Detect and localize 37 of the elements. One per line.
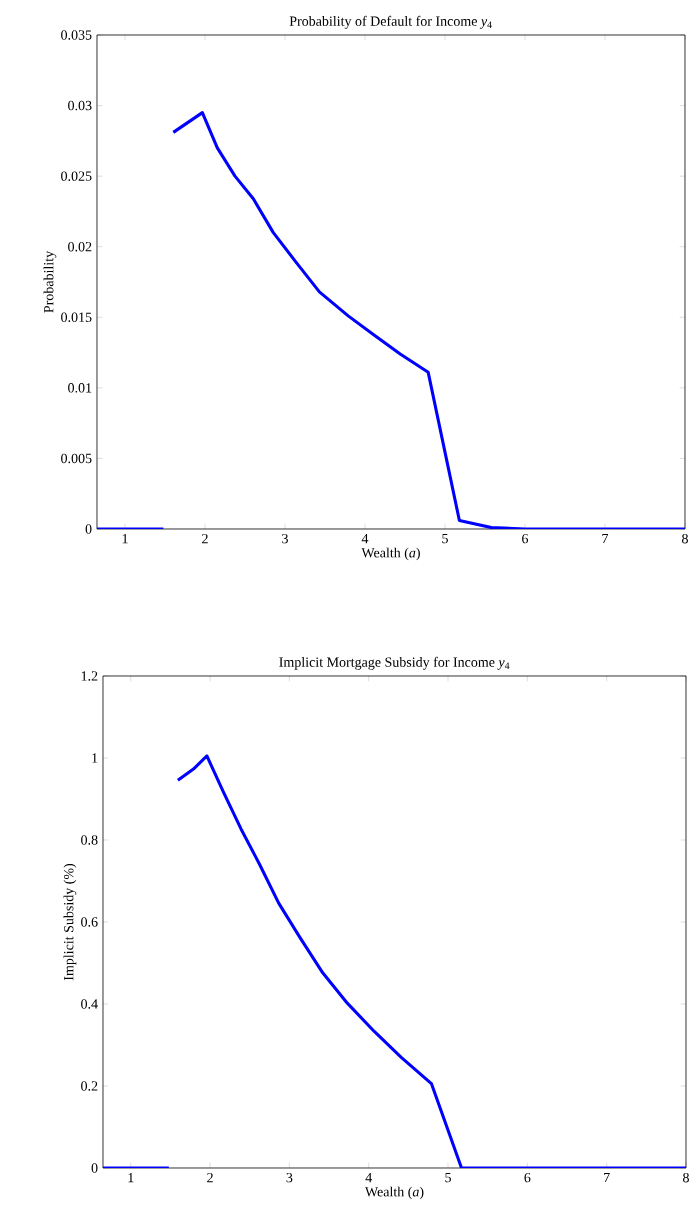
y-tick-label: 0 [91, 1163, 98, 1173]
y-axis-title: Probability [43, 250, 57, 313]
y-tick-label: 0 [85, 524, 92, 534]
x-tick-label: 6 [524, 1172, 531, 1183]
x-axis-title: Wealth (a) [361, 547, 420, 561]
x-tick-label: 8 [682, 1172, 689, 1183]
x-tick-label: 1 [128, 1172, 134, 1183]
x-tick-label: 6 [522, 533, 528, 544]
y-tick-label: 0.6 [81, 917, 98, 927]
y-tick-label: 0.015 [61, 312, 92, 323]
x-tick-label: 5 [442, 533, 448, 544]
x-tick-label: 3 [286, 1172, 293, 1183]
x-tick-label: 7 [604, 1172, 610, 1183]
y-tick-label: 0.03 [68, 100, 92, 111]
x-tick-label: 4 [365, 1172, 372, 1183]
x-tick-label: 4 [361, 533, 369, 544]
x-tick-label: 2 [202, 533, 208, 544]
x-tick-label: 2 [207, 1172, 213, 1183]
y-tick-label: 0.01 [68, 383, 92, 393]
x-tick-label: 8 [681, 533, 688, 544]
y-tick-label: 0.035 [61, 30, 92, 40]
y-tick-label: 0.2 [81, 1081, 98, 1091]
y-tick-label: 0.005 [61, 453, 92, 464]
x-tick-label: 3 [282, 533, 288, 544]
x-axis-title: Wealth (a) [364, 1186, 424, 1200]
y-tick-label: 0.8 [81, 835, 98, 845]
chart-title: Probability of Default for Income y$_{4}$ [289, 15, 492, 29]
y-tick-label: 0.4 [81, 999, 98, 1009]
y-tick-label: 0.02 [68, 241, 92, 252]
y-axis-title: Implicit Subsidy (%) [63, 863, 77, 981]
x-tick-label: 7 [602, 533, 608, 544]
y-tick-label: 1.2 [81, 671, 98, 681]
x-tick-label: 1 [122, 533, 128, 544]
chart-title: Implicit Mortgage Subsidy for Income y$_{4}$ [279, 656, 510, 670]
y-tick-label: 0.025 [61, 171, 92, 181]
y-tick-label: 1 [92, 753, 98, 763]
x-tick-label: 5 [445, 1172, 451, 1183]
